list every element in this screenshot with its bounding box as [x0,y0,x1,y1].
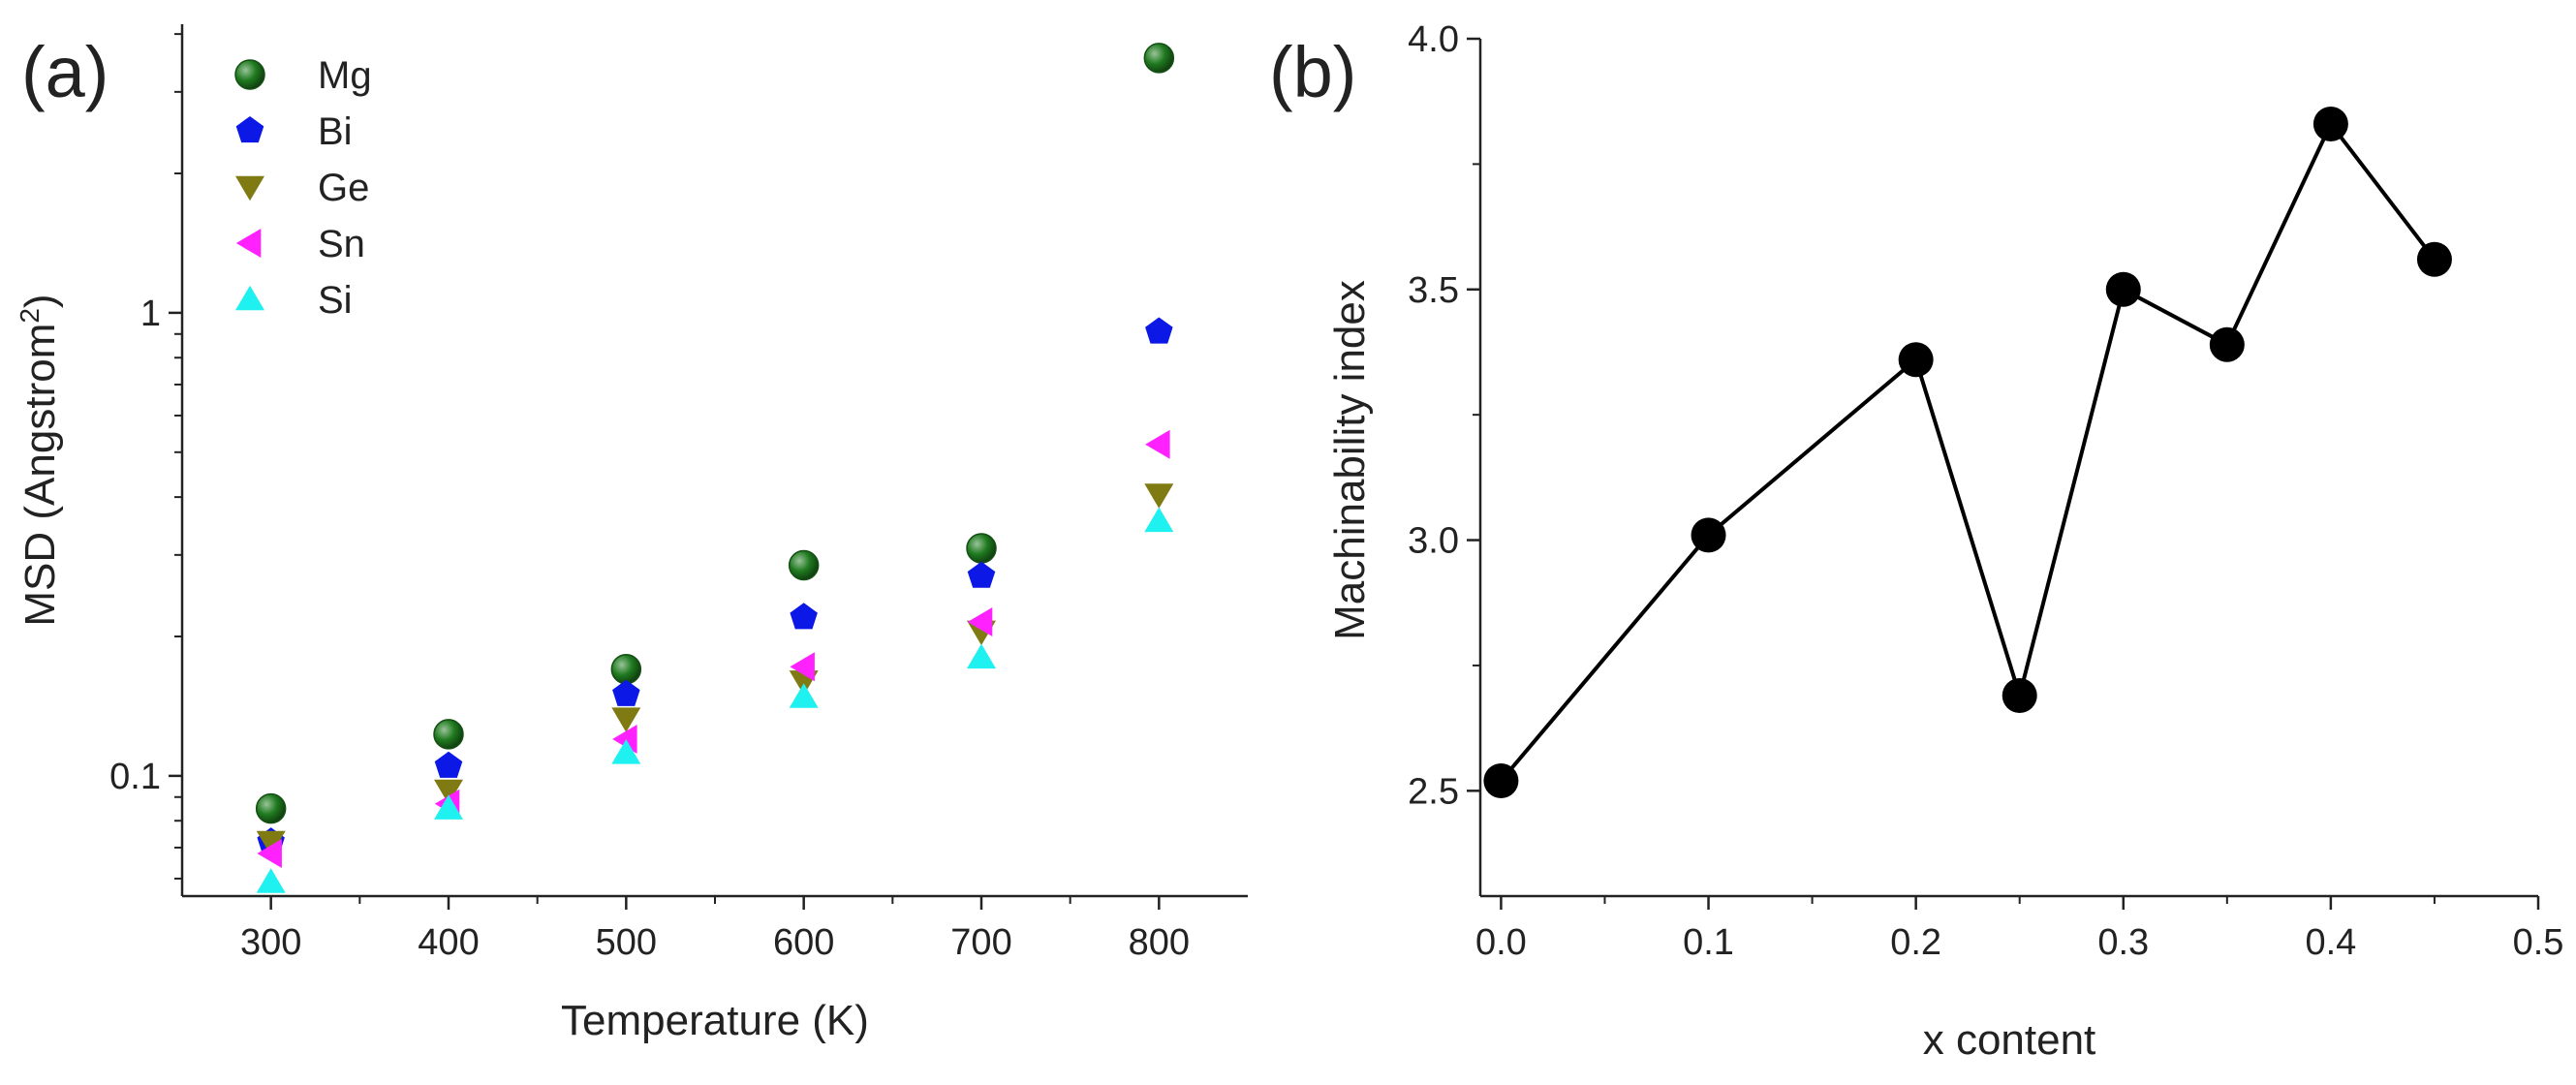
panel-b-y-ticks: 2.5 3.0 3.5 4.0 [1408,19,1480,812]
panel-a-point-ge [434,779,463,805]
panel-a-y-axis-label-main: MSD (Angstrom [16,324,64,627]
panel-b-x-tick-label: 0.5 [2513,922,2564,963]
panel-a-legend-marker-bi [235,116,264,143]
panel-b-machinability-chart: (b) 0.0 0.1 0.2 0.3 0.4 0.5 2.5 3.0 3.5 4.0 x co… [1269,19,2563,1064]
panel-b-point [1691,517,1726,553]
panel-b-point [1898,342,1934,378]
panel-a-point-ge [1144,483,1174,509]
panel-a-point-sn [790,652,815,682]
panel-a-point-bi [612,679,640,706]
panel-a-legend-marker-si [235,285,264,311]
panel-a-y-axis-label-end: ) [16,294,64,308]
panel-a-point-bi [434,751,463,778]
panel-a-label: (a) [21,32,109,112]
panel-b-y-tick-label: 2.5 [1408,771,1459,812]
panel-a-point-si [611,739,641,764]
panel-a-legend-marker-ge [235,175,264,202]
panel-a-point-mg [1143,43,1175,74]
panel-a-legend-marker-mg [234,59,265,90]
panel-a-point-sn [967,607,993,636]
panel-b-x-tick-label: 0.0 [1475,922,1527,963]
panel-a-point-si [789,683,819,708]
panel-b-y-axis-label: Machinability index [1326,280,1374,640]
panel-b-label: (b) [1269,32,1356,112]
panel-b-x-ticks: 0.0 0.1 0.2 0.3 0.4 0.5 [1475,896,2563,963]
panel-a-point-mg [966,533,997,564]
panel-a-legend-label-bi: Bi [318,110,353,153]
panel-b-point [2312,106,2348,141]
panel-a-x-tick-label: 400 [418,922,479,963]
panel-b-point [2105,271,2141,307]
panel-a-point-mg [255,792,287,824]
panel-a-point-sn [257,839,282,868]
panel-a-point-bi [1145,317,1173,344]
panel-a-y-tick-label: 0.1 [109,757,161,797]
panel-b-data-line [1499,122,2436,783]
panel-a-point-si [1144,507,1174,533]
panel-a-point-mg [610,653,642,685]
panel-a-point-bi [790,603,818,630]
panel-b-y-tick-label: 4.0 [1408,19,1459,60]
panel-a-x-tick-label: 300 [240,922,301,963]
panel-a-data-points [255,43,1175,893]
panel-a-point-ge [611,707,641,732]
panel-a-point-si [434,794,463,820]
panel-a-y-axis-label-sup: 2 [15,308,45,324]
panel-a-x-axis-label: Temperature (K) [561,997,869,1044]
panel-a-point-si [967,643,996,669]
panel-a-legend-label-si: Si [318,279,353,322]
panel-a-x-tick-label: 700 [950,922,1011,963]
panel-b-point [1483,762,1519,798]
panel-a-point-mg [788,549,820,581]
panel-a-point-sn [612,725,637,754]
panel-a-legend-label-mg: Mg [318,54,372,97]
panel-a-legend-label-ge: Ge [318,167,369,209]
panel-b-point [2416,241,2452,277]
panel-a-x-tick-label: 600 [773,922,834,963]
panel-a-x-tick-label: 500 [596,922,657,963]
panel-b-data-points [1483,106,2452,798]
panel-b-series-line [1499,122,2436,783]
panel-a-y-tick-label: 1 [140,294,161,334]
panel-a-point-mg [433,719,464,750]
panel-a-point-bi [967,561,996,588]
panel-a-legend: Mg Bi Ge Sn Si [234,54,372,322]
panel-a-y-ticks: 0.11 [109,33,182,880]
panel-b-x-tick-label: 0.3 [2097,922,2149,963]
panel-a-point-sn [1145,429,1170,459]
panel-b-x-axis-label: x content [1923,1016,2096,1064]
panel-b-point [2209,326,2245,362]
panel-b-x-tick-label: 0.4 [2305,922,2356,963]
panel-a-x-tick-label: 800 [1129,922,1190,963]
panel-a-point-ge [256,830,286,856]
panel-a-point-si [256,868,286,893]
panel-a-legend-marker-sn [235,229,262,258]
panel-b-x-tick-label: 0.1 [1683,922,1734,963]
panel-b-point [2002,677,2037,713]
panel-b-y-tick-label: 3.5 [1408,270,1459,311]
panel-b-x-tick-label: 0.2 [1890,922,1941,963]
panel-b-y-tick-label: 3.0 [1408,521,1459,562]
panel-a-legend-label-sn: Sn [318,223,365,265]
panel-a-x-ticks: 300 400 500 600 700 800 [240,896,1190,963]
panel-a-y-axis-label: MSD (Angstrom2) [15,294,64,626]
